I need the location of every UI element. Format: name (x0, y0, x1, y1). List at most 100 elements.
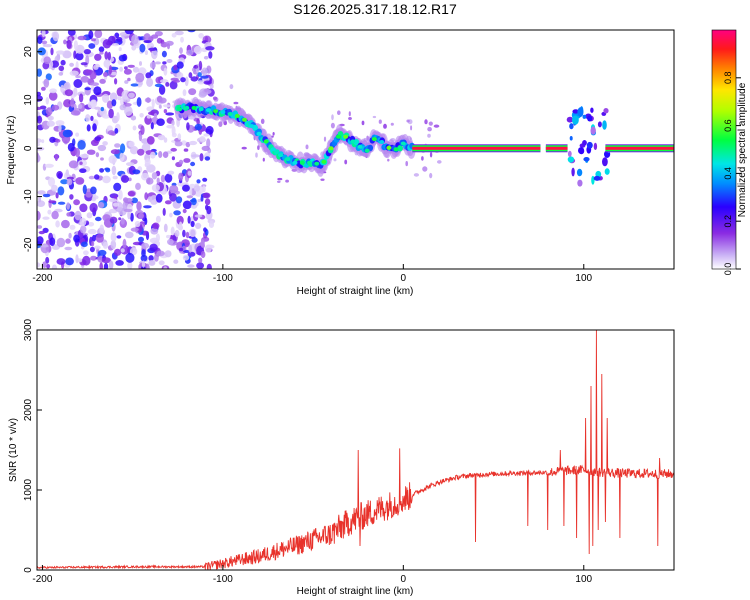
noise-blob (94, 136, 102, 142)
noise-blob (101, 257, 111, 264)
noise-blob (150, 227, 159, 235)
noise-blob (111, 99, 117, 107)
noise-blob (69, 62, 74, 67)
noise-blob (188, 88, 197, 96)
noise-blob (175, 196, 183, 204)
noise-blob (139, 43, 146, 53)
noise-blob (151, 49, 158, 60)
noise-blob (203, 133, 210, 137)
noise-blob (89, 202, 98, 213)
noise-blob (361, 120, 365, 126)
noise-blob (190, 76, 199, 82)
ridge-peak (371, 137, 377, 142)
noise-blob (108, 65, 113, 75)
noise-blob (90, 139, 99, 146)
noise-blob (166, 124, 175, 129)
noise-blob (136, 201, 142, 211)
carrier-line (545, 146, 568, 150)
noise-blob (150, 122, 154, 130)
noise-blob (166, 59, 173, 63)
noise-blob (90, 82, 99, 86)
noise-blob (127, 262, 133, 269)
noise-blob (75, 254, 79, 264)
noise-blob (81, 241, 88, 248)
noise-blob (421, 156, 424, 161)
noise-blob (186, 195, 193, 199)
perturbation-blob (569, 136, 573, 141)
noise-blob (55, 220, 60, 228)
noise-blob (197, 199, 202, 203)
noise-blob (66, 212, 72, 217)
noise-blob (124, 106, 133, 116)
noise-blob (58, 124, 62, 133)
spectrogram-y-label: Frequency (Hz) (6, 116, 17, 185)
x-tick-label: -100 (213, 574, 233, 585)
noise-blob (154, 30, 163, 37)
noise-blob (90, 255, 97, 261)
noise-blob (144, 217, 148, 225)
perturbation-blob (587, 115, 593, 122)
noise-blob (38, 230, 45, 235)
perturbation-blob (577, 179, 583, 187)
noise-blob (120, 217, 125, 225)
noise-blob (197, 72, 202, 77)
noise-blob (55, 120, 65, 126)
noise-blob (159, 97, 167, 104)
noise-blob (112, 175, 118, 180)
x-tick-label: 100 (575, 273, 592, 284)
noise-blob (337, 110, 341, 115)
noise-blob (187, 215, 191, 224)
noise-blob (197, 80, 205, 85)
perturbation-blob (602, 157, 608, 167)
colorbar-tick-label: 0.4 (723, 167, 733, 180)
noise-blob (115, 260, 124, 266)
ridge-peak (278, 153, 284, 158)
noise-blob (109, 216, 118, 224)
noise-blob (77, 35, 87, 41)
ridge-peak (364, 148, 370, 153)
ridge-peak (234, 113, 240, 118)
noise-blob (100, 157, 104, 161)
spectrogram-frame (36, 29, 675, 270)
noise-blob (208, 51, 213, 59)
noise-blob (108, 155, 117, 164)
colorbar: 0.0 0.2 0.4 0.6 0.8 Normalized spectral ampl… (711, 29, 748, 275)
noise-blob (171, 132, 177, 138)
x-tick-label: 0 (401, 574, 407, 585)
noise-blob (99, 168, 105, 173)
noise-blob (170, 226, 175, 236)
noise-blob (156, 118, 165, 126)
noise-blob (124, 80, 129, 84)
perturbation-blob (572, 115, 579, 125)
noise-blob (41, 30, 46, 38)
noise-blob (145, 72, 152, 79)
noise-blob (123, 68, 132, 75)
noise-blob (83, 250, 89, 256)
perturbation-blob (582, 114, 587, 119)
colorbar-tick-label: 0.8 (723, 72, 733, 85)
ridge-peak (242, 117, 247, 122)
noise-blob (73, 40, 78, 51)
perturbation-blob (583, 157, 590, 162)
noise-blob (204, 244, 212, 253)
noise-blob (57, 201, 66, 205)
noise-blob (37, 142, 41, 147)
noise-blob (196, 262, 205, 269)
noise-blob (156, 250, 165, 257)
noise-blob (437, 160, 442, 164)
noise-blob (277, 180, 281, 183)
noise-blob (75, 52, 84, 61)
noise-blob (80, 62, 88, 66)
noise-blob (193, 65, 199, 69)
colorbar-gradient (711, 29, 737, 270)
noise-blob (173, 79, 181, 83)
perturbation-blob (590, 107, 594, 113)
noise-blob (84, 87, 91, 91)
noise-blob (164, 200, 172, 205)
noise-blob (155, 193, 163, 203)
noise-blob (116, 112, 120, 122)
noise-blob (116, 235, 122, 239)
noise-blob (127, 92, 135, 99)
noise-blob (74, 210, 82, 221)
